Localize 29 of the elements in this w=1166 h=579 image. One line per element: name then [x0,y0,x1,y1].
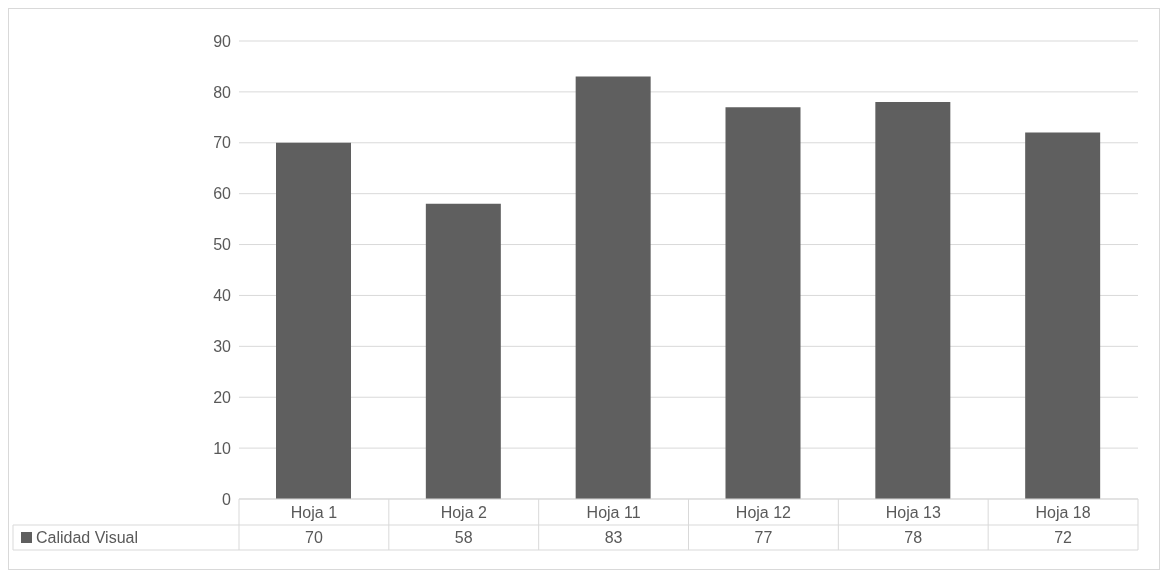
bar [575,76,651,499]
x-tick-label: Hoja 1 [290,504,338,522]
bar [276,142,351,499]
legend-label: Calidad Visual [36,529,138,546]
y-tick-label: 20 [213,388,232,406]
y-tick-label: 30 [213,338,232,356]
x-tick-label: Hoja 13 [885,504,941,522]
data-label: 72 [1054,529,1073,546]
x-tick-label: Hoja 2 [440,504,487,522]
bar [1025,132,1101,499]
x-tick-label: Hoja 11 [586,504,641,522]
data-label: 77 [754,529,773,546]
data-label: 83 [604,529,623,546]
y-tick-label: 90 [213,32,232,50]
bar [725,107,801,499]
y-tick-label: 70 [213,134,232,152]
y-tick-label: 0 [222,490,232,508]
data-label: 78 [904,529,923,546]
x-tick-label: Hoja 12 [735,504,792,522]
x-tick-label: Hoja 18 [1035,504,1091,522]
data-label: 70 [305,529,323,546]
bar [425,203,501,499]
y-tick-label: 80 [213,83,232,101]
y-tick-label: 40 [213,287,232,305]
y-tick-label: 10 [213,439,232,457]
y-tick-label: 60 [213,185,232,203]
y-tick-label: 50 [213,236,232,254]
data-label: 58 [454,529,473,546]
bar [875,102,951,499]
